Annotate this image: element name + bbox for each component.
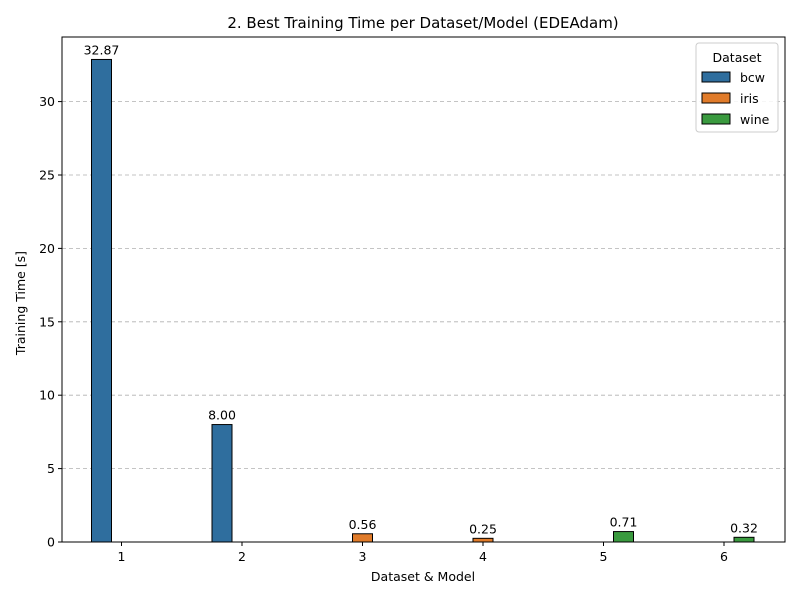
bar-iris-3 <box>352 533 373 543</box>
legend-swatch-iris <box>701 92 731 104</box>
legend-label-wine: wine <box>740 112 770 127</box>
data-label: 0.32 <box>730 520 758 535</box>
y-tick-label: 25 <box>39 167 55 182</box>
plot-frame <box>61 36 786 543</box>
y-tick-label: 0 <box>47 535 55 550</box>
x-tick-label: 1 <box>118 549 126 564</box>
x-axis-label: Dataset & Model <box>371 569 475 584</box>
data-label: 0.71 <box>610 515 638 530</box>
x-tick-label: 4 <box>479 549 487 564</box>
bar-wine-5 <box>613 531 634 543</box>
bar-iris-4 <box>472 537 494 543</box>
data-label: 0.25 <box>469 521 497 536</box>
grid-lines <box>62 101 785 469</box>
data-label: 32.87 <box>84 42 120 57</box>
bar-bcw-1 <box>91 58 112 543</box>
y-tick-label: 10 <box>39 388 55 403</box>
legend-label-iris: iris <box>740 91 759 106</box>
data-label: 0.56 <box>349 517 377 532</box>
legend-swatch-bcw <box>701 71 731 83</box>
legend-frame <box>695 42 779 133</box>
x-tick-label: 2 <box>238 549 246 564</box>
y-tick-label: 15 <box>39 314 55 329</box>
y-tick-label: 5 <box>47 461 55 476</box>
data-labels-group: 32.87 8.00 0.56 0.25 0.71 0.32 <box>84 42 758 536</box>
bars-group <box>91 58 755 543</box>
chart-title: 2. Best Training Time per Dataset/Model … <box>227 14 618 32</box>
legend-title: Dataset <box>713 50 762 65</box>
bar-wine-6 <box>733 536 755 543</box>
x-tick-label: 5 <box>600 549 608 564</box>
bar-bcw-2 <box>211 424 233 543</box>
data-label: 8.00 <box>208 408 236 423</box>
y-axis-label: Training Time [s] <box>13 251 28 356</box>
y-axis-ticks: 0 5 10 15 20 25 30 <box>39 94 62 550</box>
legend: Dataset bcw iris wine <box>695 42 779 133</box>
legend-swatch-wine <box>701 113 731 125</box>
y-tick-label: 30 <box>39 94 55 109</box>
x-tick-label: 6 <box>720 549 728 564</box>
x-tick-label: 3 <box>359 549 367 564</box>
legend-label-bcw: bcw <box>740 70 765 85</box>
y-tick-label: 20 <box>39 241 55 256</box>
x-axis-ticks: 1 2 3 4 5 6 <box>118 542 728 564</box>
